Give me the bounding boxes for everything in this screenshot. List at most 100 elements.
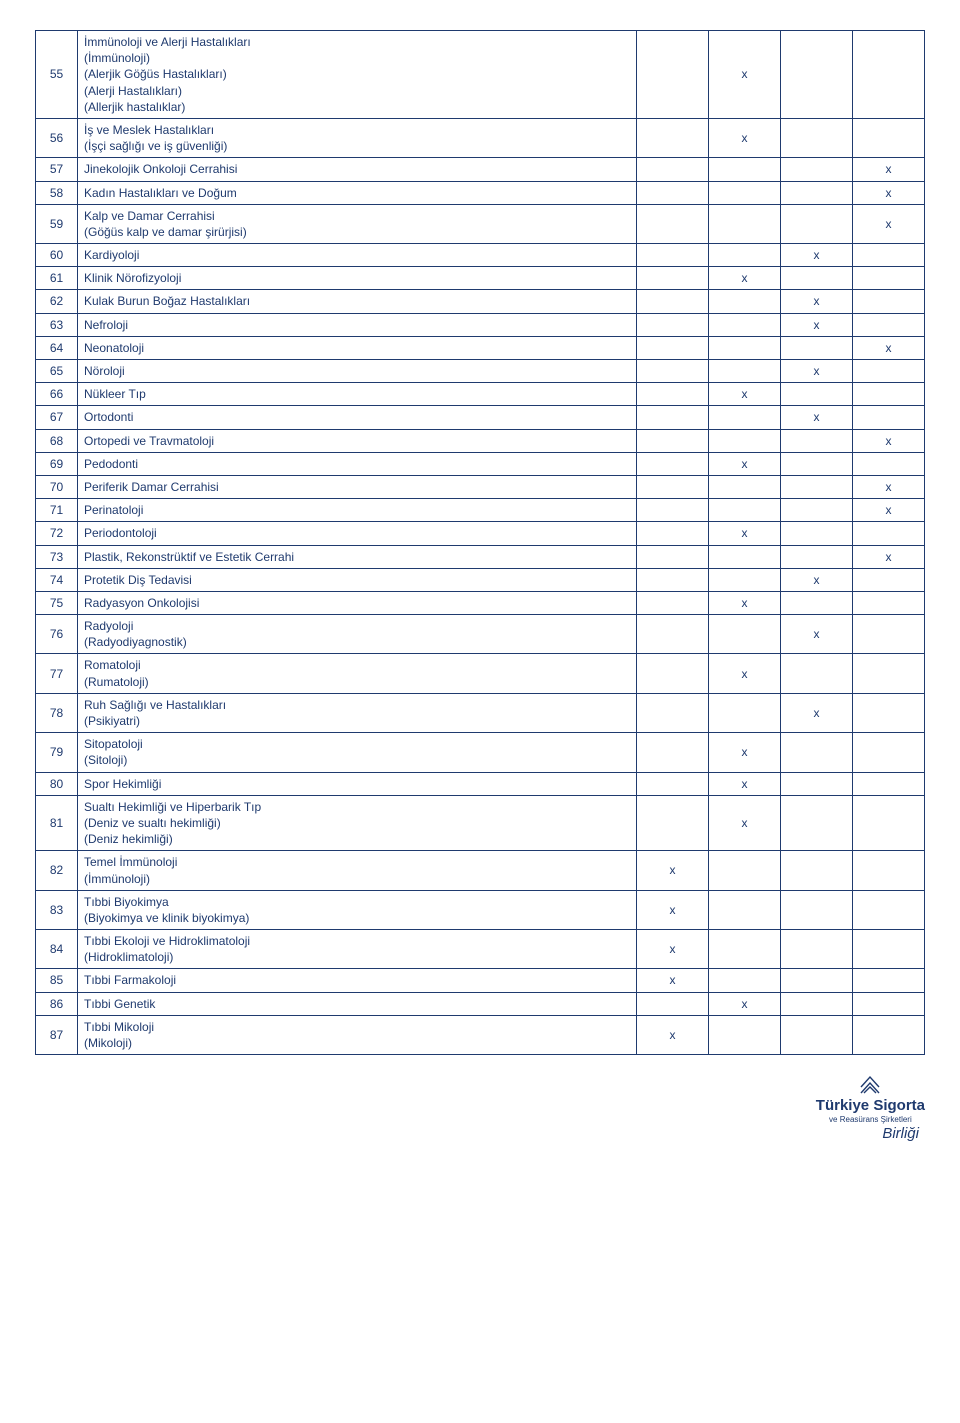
table-row: 61Klinik Nörofizyolojix	[36, 267, 925, 290]
table-row: 58Kadın Hastalıkları ve Doğumx	[36, 181, 925, 204]
row-number: 83	[36, 890, 78, 929]
row-number: 70	[36, 475, 78, 498]
row-description: Kulak Burun Boğaz Hastalıkları	[78, 290, 637, 313]
row-description: İmmünoloji ve Alerji Hastalıkları (İmmün…	[78, 31, 637, 119]
table-row: 57Jinekolojik Onkoloji Cerrahisix	[36, 158, 925, 181]
row-number: 55	[36, 31, 78, 119]
mark-cell	[709, 890, 781, 929]
mark-cell: x	[709, 118, 781, 157]
mark-cell: x	[853, 545, 925, 568]
mark-cell	[709, 158, 781, 181]
row-description: Sitopatoloji (Sitoloji)	[78, 733, 637, 772]
mark-cell: x	[709, 733, 781, 772]
mark-cell	[781, 118, 853, 157]
mark-cell	[637, 545, 709, 568]
table-row: 83Tıbbi Biyokimya (Biyokimya ve klinik b…	[36, 890, 925, 929]
mark-cell	[853, 360, 925, 383]
table-row: 80Spor Hekimliğix	[36, 772, 925, 795]
table-row: 68Ortopedi ve Travmatolojix	[36, 429, 925, 452]
row-number: 66	[36, 383, 78, 406]
mark-cell	[781, 336, 853, 359]
mark-cell	[853, 118, 925, 157]
row-number: 78	[36, 693, 78, 732]
row-description: Nefroloji	[78, 313, 637, 336]
row-number: 86	[36, 992, 78, 1015]
row-description: Sualtı Hekimliği ve Hiperbarik Tıp (Deni…	[78, 795, 637, 851]
table-row: 74Protetik Diş Tedavisix	[36, 568, 925, 591]
mark-cell	[853, 244, 925, 267]
mark-cell	[781, 772, 853, 795]
mark-cell: x	[781, 406, 853, 429]
table-row: 77Romatoloji (Rumatoloji)x	[36, 654, 925, 693]
row-description: Nöroloji	[78, 360, 637, 383]
mark-cell	[853, 890, 925, 929]
table-row: 59Kalp ve Damar Cerrahisi (Göğüs kalp ve…	[36, 204, 925, 243]
row-description: Spor Hekimliği	[78, 772, 637, 795]
mark-cell: x	[637, 851, 709, 890]
row-number: 60	[36, 244, 78, 267]
mark-cell	[853, 290, 925, 313]
table-row: 70Periferik Damar Cerrahisix	[36, 475, 925, 498]
table-row: 85Tıbbi Farmakolojix	[36, 969, 925, 992]
row-description: Kardiyoloji	[78, 244, 637, 267]
row-number: 75	[36, 591, 78, 614]
table-row: 79Sitopatoloji (Sitoloji) x	[36, 733, 925, 772]
mark-cell	[781, 158, 853, 181]
mark-cell	[637, 499, 709, 522]
mark-cell	[709, 568, 781, 591]
row-description: Pedodonti	[78, 452, 637, 475]
mark-cell	[781, 992, 853, 1015]
mark-cell	[709, 360, 781, 383]
mark-cell	[853, 795, 925, 851]
row-description: Tıbbi Biyokimya (Biyokimya ve klinik biy…	[78, 890, 637, 929]
table-row: 62Kulak Burun Boğaz Hastalıklarıx	[36, 290, 925, 313]
mark-cell	[637, 568, 709, 591]
row-description: Klinik Nörofizyoloji	[78, 267, 637, 290]
row-number: 56	[36, 118, 78, 157]
row-number: 81	[36, 795, 78, 851]
mark-cell	[709, 475, 781, 498]
mark-cell	[781, 499, 853, 522]
row-number: 72	[36, 522, 78, 545]
row-description: Kalp ve Damar Cerrahisi (Göğüs kalp ve d…	[78, 204, 637, 243]
mark-cell: x	[637, 1015, 709, 1054]
mark-cell	[709, 406, 781, 429]
mark-cell	[709, 930, 781, 969]
mark-cell	[781, 795, 853, 851]
footer-birligi-text: Birliği	[882, 1125, 919, 1142]
row-number: 79	[36, 733, 78, 772]
mark-cell	[853, 992, 925, 1015]
footer-sub-text: ve Reasürans Şirketleri	[829, 1115, 912, 1124]
mark-cell	[781, 204, 853, 243]
table-row: 60Kardiyolojix	[36, 244, 925, 267]
logo-icon	[857, 1073, 883, 1095]
row-number: 67	[36, 406, 78, 429]
row-description: Ortodonti	[78, 406, 637, 429]
row-number: 74	[36, 568, 78, 591]
mark-cell	[637, 31, 709, 119]
mark-cell	[853, 313, 925, 336]
mark-cell	[853, 31, 925, 119]
table-row: 55İmmünoloji ve Alerji Hastalıkları (İmm…	[36, 31, 925, 119]
table-row: 75Radyasyon Onkolojisix	[36, 591, 925, 614]
row-description: Temel İmmünoloji (İmmünoloji)	[78, 851, 637, 890]
mark-cell	[853, 693, 925, 732]
mark-cell: x	[637, 969, 709, 992]
row-description: Plastik, Rekonstrüktif ve Estetik Cerrah…	[78, 545, 637, 568]
row-number: 61	[36, 267, 78, 290]
row-description: Radyoloji (Radyodiyagnostik)	[78, 615, 637, 654]
mark-cell	[637, 244, 709, 267]
mark-cell	[709, 851, 781, 890]
row-number: 76	[36, 615, 78, 654]
mark-cell	[853, 733, 925, 772]
mark-cell: x	[853, 181, 925, 204]
row-number: 80	[36, 772, 78, 795]
mark-cell	[853, 406, 925, 429]
row-description: Tıbbi Ekoloji ve Hidroklimatoloji (Hidro…	[78, 930, 637, 969]
mark-cell: x	[853, 499, 925, 522]
mark-cell: x	[709, 452, 781, 475]
data-table: 55İmmünoloji ve Alerji Hastalıkları (İmm…	[35, 30, 925, 1055]
mark-cell	[637, 313, 709, 336]
mark-cell	[637, 336, 709, 359]
mark-cell	[853, 654, 925, 693]
